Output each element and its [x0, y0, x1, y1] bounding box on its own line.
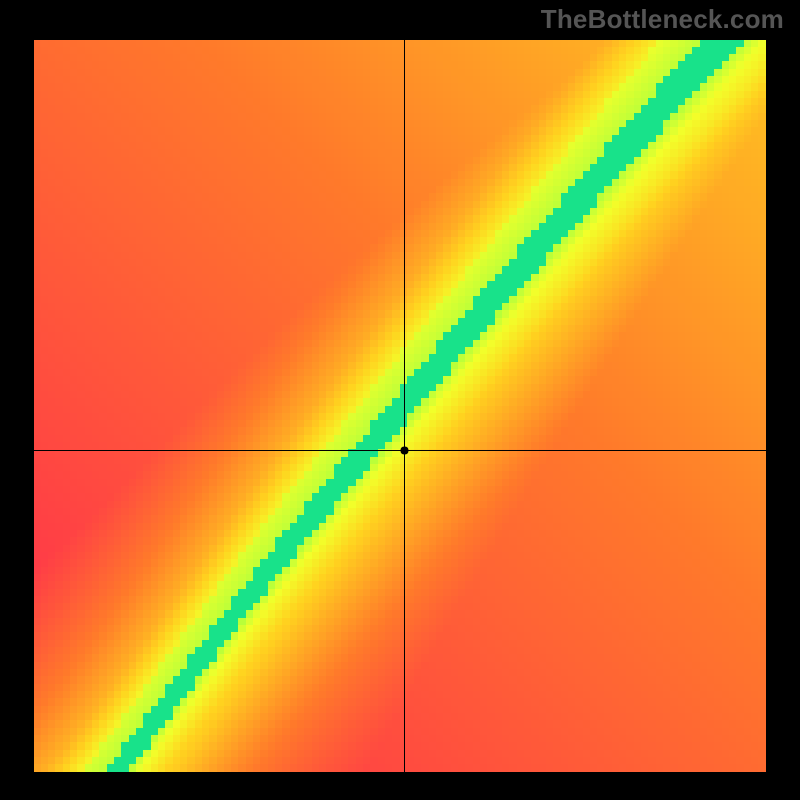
figure-container: TheBottleneck.com — [0, 0, 800, 800]
heatmap-canvas — [34, 40, 766, 772]
attribution-label: TheBottleneck.com — [541, 4, 784, 35]
bottleneck-heatmap — [34, 40, 766, 772]
